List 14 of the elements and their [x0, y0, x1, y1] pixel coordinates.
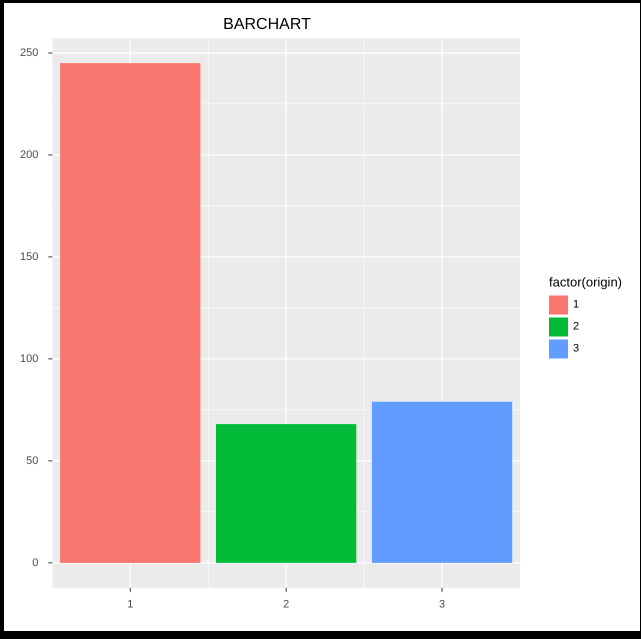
- y-tick-label: 50: [26, 454, 38, 467]
- y-tick-label: 150: [20, 250, 38, 263]
- x-tick-label: 1: [127, 598, 134, 610]
- legend-title: factor(origin): [549, 274, 622, 290]
- y-tick-label: 200: [20, 148, 38, 161]
- y-tick-label: 250: [20, 47, 38, 60]
- legend-label: 1: [573, 298, 580, 310]
- x-tick-label: 2: [283, 598, 290, 610]
- legend-label: 2: [573, 320, 580, 332]
- x-tick-label: 3: [438, 598, 446, 610]
- legend-label: 3: [573, 342, 580, 354]
- y-tick-label: 100: [20, 352, 38, 365]
- y-tick-label: 0: [32, 556, 38, 569]
- chart-title: BARCHART: [223, 16, 312, 34]
